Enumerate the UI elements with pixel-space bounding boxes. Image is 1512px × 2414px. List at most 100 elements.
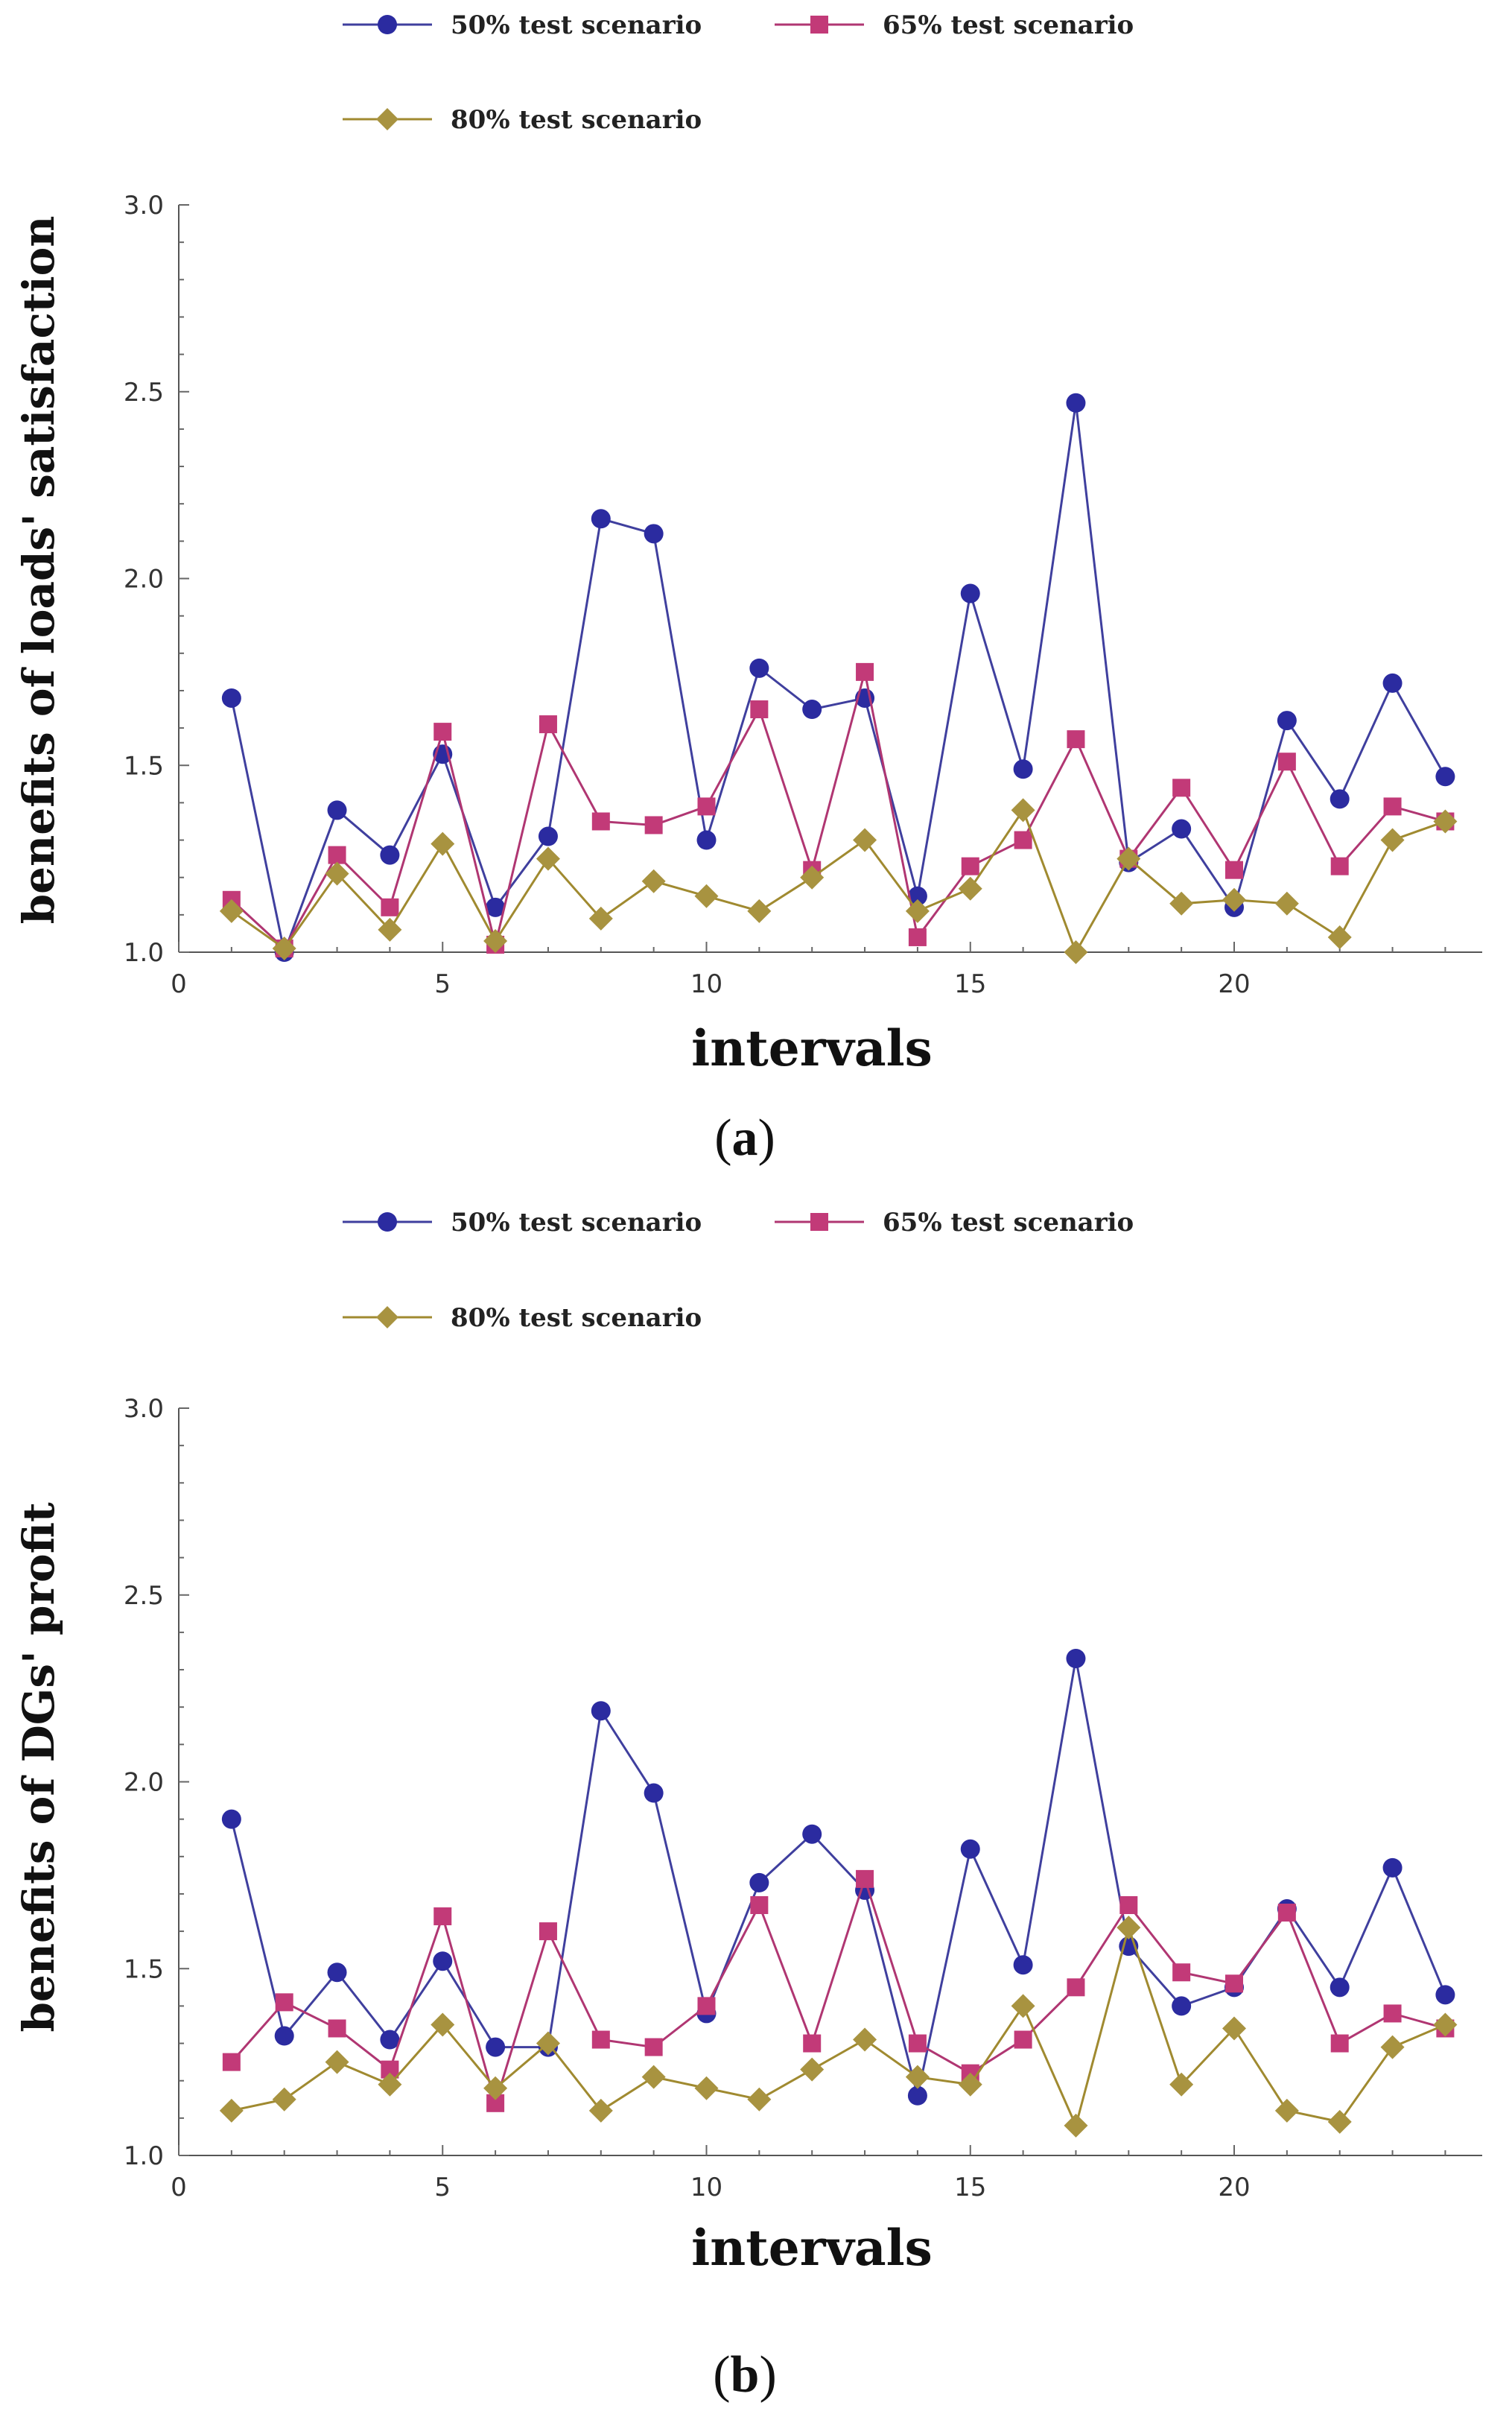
data-point-b-s2 [694, 2076, 719, 2100]
data-point-b-s1 [591, 2030, 610, 2049]
data-point-b-s1 [803, 2034, 822, 2053]
data-point-a-s2 [694, 884, 719, 908]
data-point-a-s1 [539, 715, 557, 734]
data-point-a-s1 [1172, 779, 1191, 797]
x-axis-title-a: intervals [691, 1019, 933, 1077]
plot-area-b: 1.0 1.5 2.0 2.5 3.0 0 5 10 15 20 [124, 1394, 1482, 2202]
data-point-a-s2 [1433, 809, 1458, 834]
legend-item-a-2: 80% test scenario [343, 105, 702, 135]
data-point-b-s2 [641, 2065, 666, 2089]
data-point-b-s2 [1011, 1994, 1035, 2018]
x-tick-label-b: 10 [690, 2173, 722, 2202]
data-point-b-s1 [328, 2019, 346, 2038]
legend-marker-a-0 [378, 15, 397, 34]
data-point-b-s0 [1330, 1977, 1350, 1998]
data-point-a-s2 [431, 831, 455, 856]
data-point-a-s0 [221, 688, 241, 708]
data-point-a-s0 [1382, 673, 1403, 693]
data-point-b-s1 [539, 1922, 557, 1941]
data-point-b-s1 [750, 1895, 769, 1914]
y-tick-label-b: 1.5 [124, 1954, 164, 1984]
data-point-a-s2 [747, 899, 772, 923]
data-point-b-s2 [431, 2012, 455, 2037]
legend-item-a-1: 65% test scenario [775, 10, 1134, 40]
y-axis-title-a: benefits of loads' satisfaction [13, 216, 64, 925]
legend-item-a-0: 50% test scenario [343, 10, 702, 40]
data-point-b-s2 [1222, 2016, 1247, 2041]
data-point-b-s2 [1327, 2109, 1352, 2134]
series-line-a-1 [230, 671, 1446, 951]
data-point-a-s2 [219, 899, 244, 923]
data-point-b-s0 [802, 1824, 822, 1844]
data-point-a-s2 [800, 865, 825, 890]
data-point-a-s0 [486, 897, 506, 917]
data-point-b-s1 [1067, 1978, 1085, 1997]
data-point-b-s0 [433, 1951, 453, 1971]
data-point-a-s0 [1013, 759, 1033, 779]
data-point-b-s1 [222, 2053, 241, 2071]
legend-item-b-0: 50% test scenario [343, 1208, 702, 1238]
data-point-b-s2 [219, 2098, 244, 2123]
series-line-b-1 [230, 1875, 1446, 2108]
data-point-a-s1 [961, 857, 979, 875]
x-axis-title-b: intervals [691, 2219, 933, 2277]
data-point-b-s2 [483, 2076, 508, 2100]
chart-panel-b: 50% test scenario 65% test scenario 80% … [13, 1208, 1482, 2404]
data-point-a-s0 [960, 583, 980, 604]
data-point-b-s0 [1172, 1996, 1192, 2016]
legend-marker-b-1 [810, 1213, 828, 1231]
y-tick-label-b: 3.0 [124, 1394, 164, 1424]
x-tick-label-b: 20 [1218, 2173, 1250, 2202]
data-point-a-s2 [1116, 846, 1141, 871]
data-point-a-s1 [856, 662, 874, 681]
data-point-a-s2 [588, 906, 613, 931]
data-point-a-s1 [644, 816, 663, 834]
data-point-b-s0 [907, 2085, 927, 2106]
y-tick-label-a: 3.0 [124, 191, 164, 221]
data-point-a-s2 [905, 899, 930, 923]
data-point-b-s2 [588, 2098, 613, 2123]
series-line-b-0 [230, 1658, 1446, 2097]
data-point-a-s0 [749, 658, 769, 678]
data-point-b-s0 [1066, 1649, 1086, 1669]
data-point-a-s1 [697, 797, 716, 816]
data-point-a-s2 [536, 846, 560, 871]
data-point-b-s0 [644, 1783, 664, 1803]
legend-marker-b-2 [376, 1306, 398, 1328]
data-point-b-s2 [1169, 2072, 1194, 2097]
data-point-a-s2 [1327, 925, 1352, 949]
data-point-b-s1 [1172, 1963, 1191, 1982]
y-tick-label-b: 2.0 [124, 1768, 164, 1798]
data-point-a-s0 [1066, 393, 1086, 413]
data-point-a-s0 [327, 800, 347, 820]
data-point-b-s0 [327, 1962, 347, 1983]
data-point-a-s2 [1222, 887, 1247, 912]
legend-label-a-2: 80% test scenario [451, 105, 702, 135]
data-point-a-s1 [750, 700, 769, 719]
data-point-a-s1 [1277, 753, 1296, 771]
data-point-a-s0 [644, 524, 664, 544]
y-tick-label-b: 1.0 [124, 2141, 164, 2171]
data-point-a-s2 [641, 869, 666, 893]
data-point-b-s0 [380, 2030, 400, 2050]
data-point-b-s2 [1116, 1916, 1141, 1940]
data-point-a-s1 [1014, 831, 1032, 849]
data-point-b-s0 [1013, 1955, 1033, 1975]
data-point-b-s2 [905, 2065, 930, 2089]
data-point-b-s2 [747, 2087, 772, 2112]
data-point-a-s1 [1067, 730, 1085, 749]
data-point-a-s0 [802, 700, 822, 720]
data-point-b-s0 [486, 2037, 506, 2057]
data-point-a-s1 [1330, 857, 1349, 875]
x-tick-label-a: 0 [171, 969, 187, 999]
legend-item-b-1: 65% test scenario [775, 1208, 1134, 1238]
legend-marker-a-1 [810, 16, 828, 34]
legend-label-b-2: 80% test scenario [451, 1303, 702, 1333]
data-point-a-s2 [1380, 828, 1405, 852]
data-point-b-s1 [1014, 2030, 1032, 2049]
x-tick-label-a: 20 [1218, 969, 1250, 999]
legend-label-a-1: 65% test scenario [883, 10, 1134, 40]
panel-label-a-letter: a [732, 1109, 758, 1167]
data-point-b-s0 [1382, 1857, 1403, 1878]
